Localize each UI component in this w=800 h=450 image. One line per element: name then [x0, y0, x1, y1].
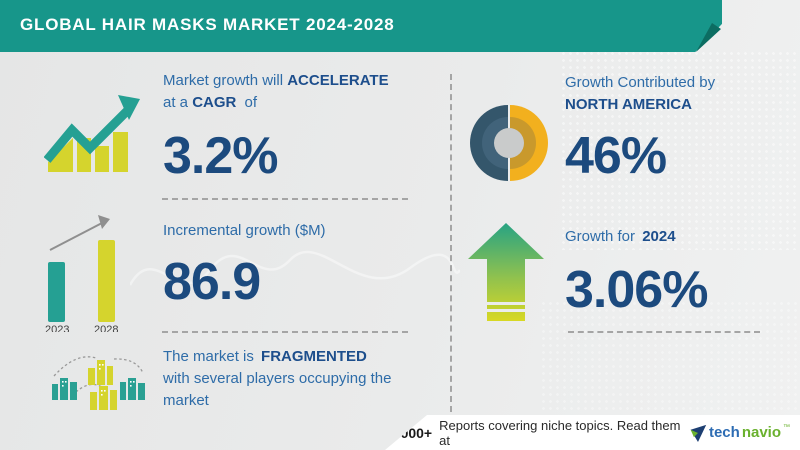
contribution-label-1: Growth Contributed by	[565, 74, 716, 91]
brand-tech: tech	[708, 424, 740, 441]
page-title: GLOBAL HAIR MASKS MARKET 2024-2028	[20, 15, 395, 34]
growth-2024-text-block: Growth for 2024 3.06%	[565, 226, 708, 319]
growth-2024-value: 3.06%	[565, 261, 708, 319]
up-arrow-icon	[468, 223, 544, 321]
incremental-label: Incremental growth ($M)	[163, 222, 326, 239]
fragmented-line-3: market	[163, 392, 209, 409]
fragmented-highlight: FRAGMENTED	[261, 348, 367, 365]
cagr-line-1: Market growth will ACCELERATE	[163, 70, 389, 92]
growth-2024-prefix: Growth for	[565, 228, 636, 245]
technavio-logo-icon	[690, 424, 707, 442]
footer-bar: 17000+ Reports covering niche topics. Re…	[385, 415, 800, 450]
fragmented-buildings-icon	[52, 356, 145, 410]
brand-navio: navio	[741, 424, 781, 441]
footer-report-count: 17000+	[385, 424, 433, 441]
cagr-highlight-accelerate: ACCELERATE	[287, 72, 389, 89]
incremental-text-block: Incremental growth ($M) 86.9	[163, 220, 326, 308]
fragmented-line-2: with several players occupying the	[163, 370, 392, 387]
cagr-mid: at a	[163, 94, 189, 111]
cagr-highlight-cagr: CAGR	[192, 94, 237, 111]
fragmented-prefix: The market is	[163, 348, 254, 365]
cagr-suffix: of	[244, 94, 258, 111]
fragmented-text-block: The market is FRAGMENTED with several pl…	[163, 346, 391, 412]
technavio-logo: tech navio ™	[689, 423, 790, 443]
cagr-value: 3.2%	[163, 127, 279, 185]
contribution-region: NORTH AMERICA	[565, 96, 692, 113]
title-banner	[0, 0, 722, 52]
bar-comparison-icon: 2023 2028	[45, 215, 118, 332]
growth-2024-label: Growth for 2024	[565, 226, 707, 248]
donut-chart-icon	[470, 105, 548, 181]
cagr-text-block: Market growth will ACCELERATE at a CAGR …	[163, 70, 389, 182]
left-divider-2	[162, 331, 408, 333]
contribution-label-2: NORTH AMERICA	[565, 94, 715, 116]
cagr-line-2: at a CAGR of	[163, 92, 389, 114]
growth-2024-year: 2024	[642, 228, 676, 245]
bar-right-year-label: 2028	[94, 324, 118, 332]
right-divider	[568, 331, 760, 333]
background-wave-decoration	[130, 250, 460, 286]
cagr-prefix: Market growth will	[163, 72, 284, 89]
footer-message: Reports covering niche topics. Read them…	[439, 417, 681, 448]
banner-fold-corner	[696, 23, 721, 52]
growth-line-chart-icon	[44, 95, 140, 172]
left-divider-1	[162, 198, 408, 200]
center-divider	[450, 74, 452, 412]
contribution-value: 46%	[565, 127, 667, 185]
fragmented-line-1: The market is FRAGMENTED	[163, 346, 391, 368]
brand-trademark: ™	[783, 424, 790, 431]
bar-left-year-label: 2023	[45, 324, 69, 332]
incremental-value: 86.9	[163, 253, 261, 311]
contribution-text-block: Growth Contributed by NORTH AMERICA 46%	[565, 72, 715, 182]
